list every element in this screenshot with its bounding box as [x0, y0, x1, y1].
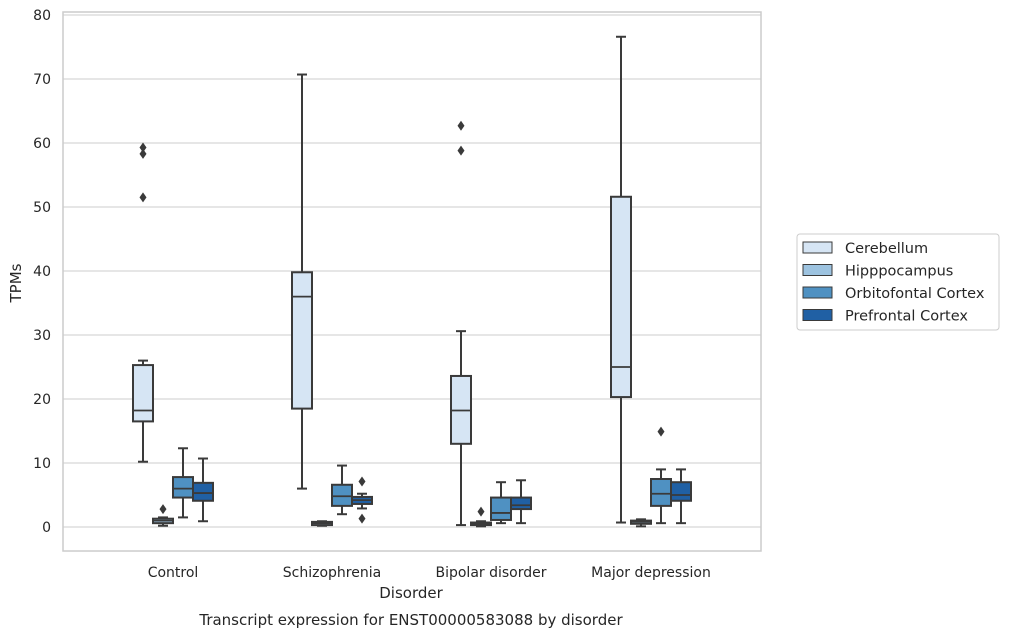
legend-swatch — [802, 309, 833, 321]
box-prefrontal-cortex — [192, 457, 214, 523]
y-tick-label: 40 — [33, 264, 51, 280]
y-tick-label: 0 — [42, 520, 51, 536]
iqr-box — [331, 483, 353, 507]
x-axis-ticks: Control Schizophrenia Bipolar disorder Majo… — [148, 565, 711, 581]
box-orbitofontal-cortex — [172, 447, 194, 519]
iqr-box — [490, 496, 512, 521]
iqr-box — [610, 195, 632, 399]
box-prefrontal-cortex — [670, 468, 692, 525]
y-tick-label: 50 — [33, 200, 51, 216]
legend-label: Cerebellum — [845, 241, 928, 257]
box-hipppocampus — [470, 506, 492, 528]
x-tick-label: Bipolar disorder — [435, 565, 546, 581]
box-cerebellum — [610, 35, 632, 524]
iqr-box — [670, 481, 692, 502]
outlier-point — [139, 192, 147, 203]
box-hipppocampus — [311, 520, 333, 527]
y-tick-label: 10 — [33, 456, 51, 472]
y-tick-label: 70 — [33, 72, 51, 88]
outlier-point — [457, 145, 465, 156]
legend-label: Hipppocampus — [845, 264, 953, 280]
outlier-point — [657, 426, 665, 437]
outlier-point — [457, 120, 465, 131]
box-orbitofontal-cortex — [650, 426, 672, 525]
iqr-box — [192, 481, 214, 502]
iqr-box — [172, 476, 194, 499]
outlier-point — [477, 506, 485, 517]
box-hipppocampus — [630, 518, 652, 528]
y-tick-label: 20 — [33, 392, 51, 408]
legend-swatch — [802, 241, 833, 254]
y-tick-label: 60 — [33, 136, 51, 152]
plot-area-frame — [62, 11, 762, 552]
box-orbitofontal-cortex — [331, 464, 353, 516]
x-tick-label: Schizophrenia — [283, 565, 381, 581]
y-tick-label: 30 — [33, 328, 51, 344]
legend-swatch — [802, 286, 833, 299]
legend-label: Orbitofontal Cortex — [845, 286, 985, 302]
box-prefrontal-cortex — [351, 476, 373, 524]
legend-swatch — [802, 264, 833, 276]
box-cerebellum — [132, 142, 154, 463]
iqr-box — [650, 478, 672, 507]
legend: Cerebellum Hipppocampus Orbitofontal Corte… — [796, 233, 1000, 331]
legend-items: Cerebellum Hipppocampus Orbitofontal Corte… — [802, 241, 985, 325]
y-tick-label: 80 — [33, 8, 51, 24]
box-hipppocampus — [152, 504, 174, 527]
legend-label: Prefrontal Cortex — [845, 309, 968, 325]
legend-frame — [796, 233, 1000, 331]
boxes-layer — [132, 35, 692, 528]
x-tick-label: Control — [148, 565, 199, 581]
outlier-point — [358, 476, 366, 487]
chart-caption: Transcript expression for ENST0000058308… — [198, 611, 623, 629]
y-axis-label: TPMs — [7, 263, 25, 303]
box-prefrontal-cortex — [510, 479, 532, 525]
outlier-point — [139, 148, 147, 159]
x-axis-label: Disorder — [379, 584, 443, 602]
box-orbitofontal-cortex — [490, 481, 512, 525]
x-tick-label: Major depression — [591, 565, 711, 581]
iqr-box — [291, 271, 313, 410]
iqr-box — [510, 496, 532, 511]
box-cerebellum — [291, 73, 313, 490]
outlier-point — [358, 513, 366, 524]
outlier-point — [139, 142, 147, 153]
y-axis-ticks: 0 10 20 30 40 50 60 70 80 — [33, 8, 51, 536]
iqr-box — [132, 364, 154, 423]
box-cerebellum — [450, 120, 472, 527]
grid-layer — [63, 14, 761, 528]
outlier-point — [159, 504, 167, 515]
